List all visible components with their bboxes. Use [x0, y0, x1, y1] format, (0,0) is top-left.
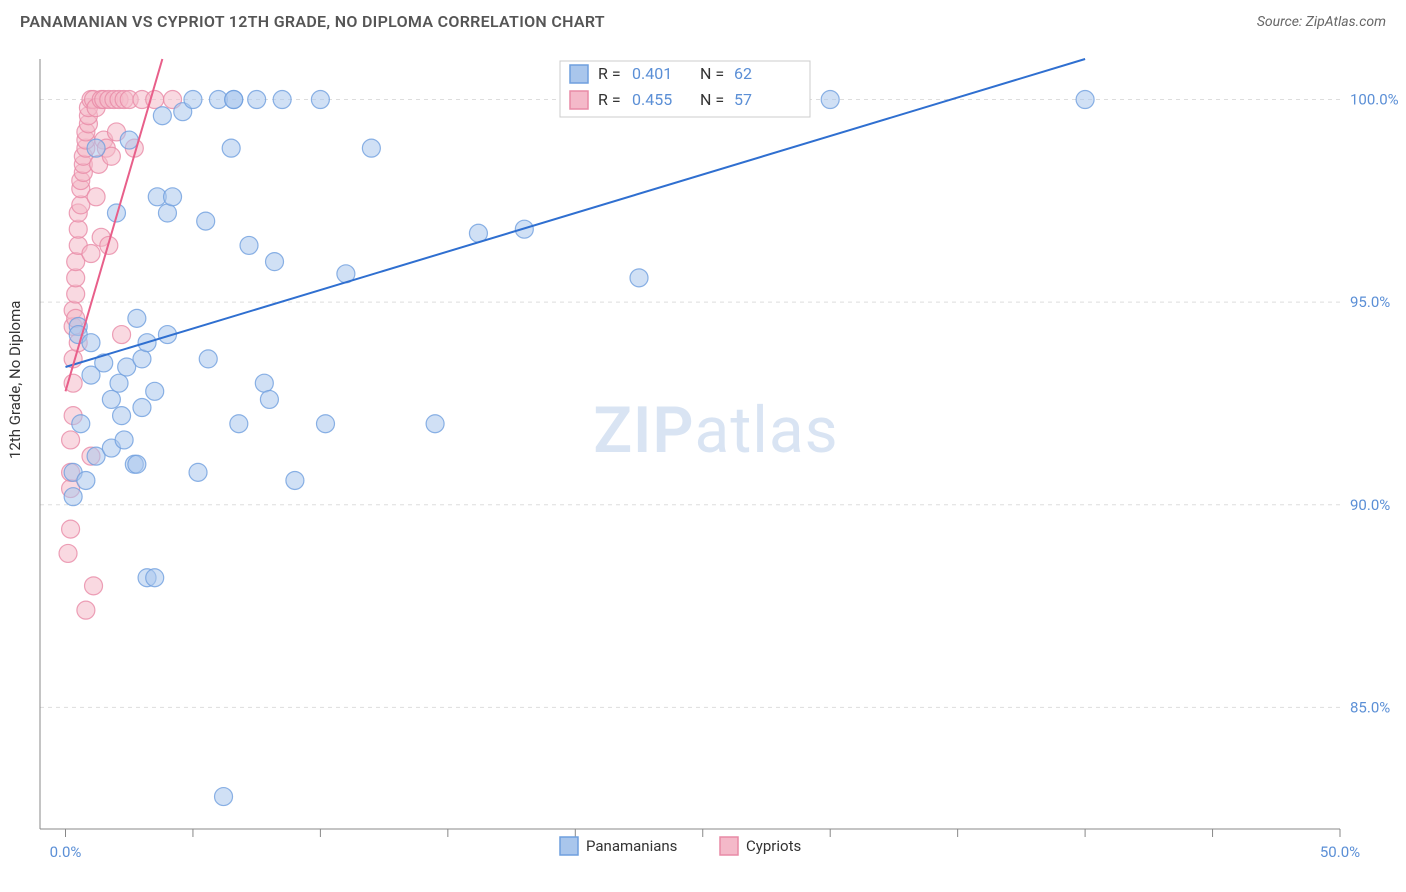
svg-text:R =: R =	[598, 90, 621, 109]
svg-text:90.0%: 90.0%	[1350, 496, 1390, 514]
svg-text:Cypriots: Cypriots	[746, 837, 801, 855]
svg-text:62: 62	[734, 64, 752, 83]
svg-text:95.0%: 95.0%	[1350, 293, 1390, 311]
svg-text:R =: R =	[598, 64, 621, 83]
svg-text:N =: N =	[700, 64, 724, 83]
svg-text:50.0%: 50.0%	[1320, 843, 1360, 861]
svg-text:0.0%: 0.0%	[50, 843, 82, 861]
svg-text:0.401: 0.401	[632, 64, 672, 83]
svg-text:85.0%: 85.0%	[1350, 698, 1390, 716]
y-axis-label: 12th Grade, No Diploma	[6, 301, 24, 459]
source-label: Source: ZipAtlas.com	[1257, 14, 1386, 30]
svg-text:0.455: 0.455	[632, 90, 672, 109]
svg-text:57: 57	[734, 90, 752, 109]
chart-header: PANAMANIAN VS CYPRIOT 12TH GRADE, NO DIP…	[0, 0, 1406, 39]
chart-title: PANAMANIAN VS CYPRIOT 12TH GRADE, NO DIP…	[20, 12, 605, 31]
svg-text:Panamanians: Panamanians	[586, 837, 677, 855]
scatter-chart: 85.0% 90.0% 95.0% 100.0% ZIPatlas 0.0% 50.0% R …	[0, 39, 1406, 889]
chart-container: 12th Grade, No Diploma 85.0% 90.0% 95.0% 10…	[0, 39, 1406, 889]
svg-text:100.0%: 100.0%	[1350, 91, 1399, 109]
svg-text:ZIPatlas: ZIPatlas	[593, 393, 838, 468]
svg-text:N =: N =	[700, 90, 724, 109]
